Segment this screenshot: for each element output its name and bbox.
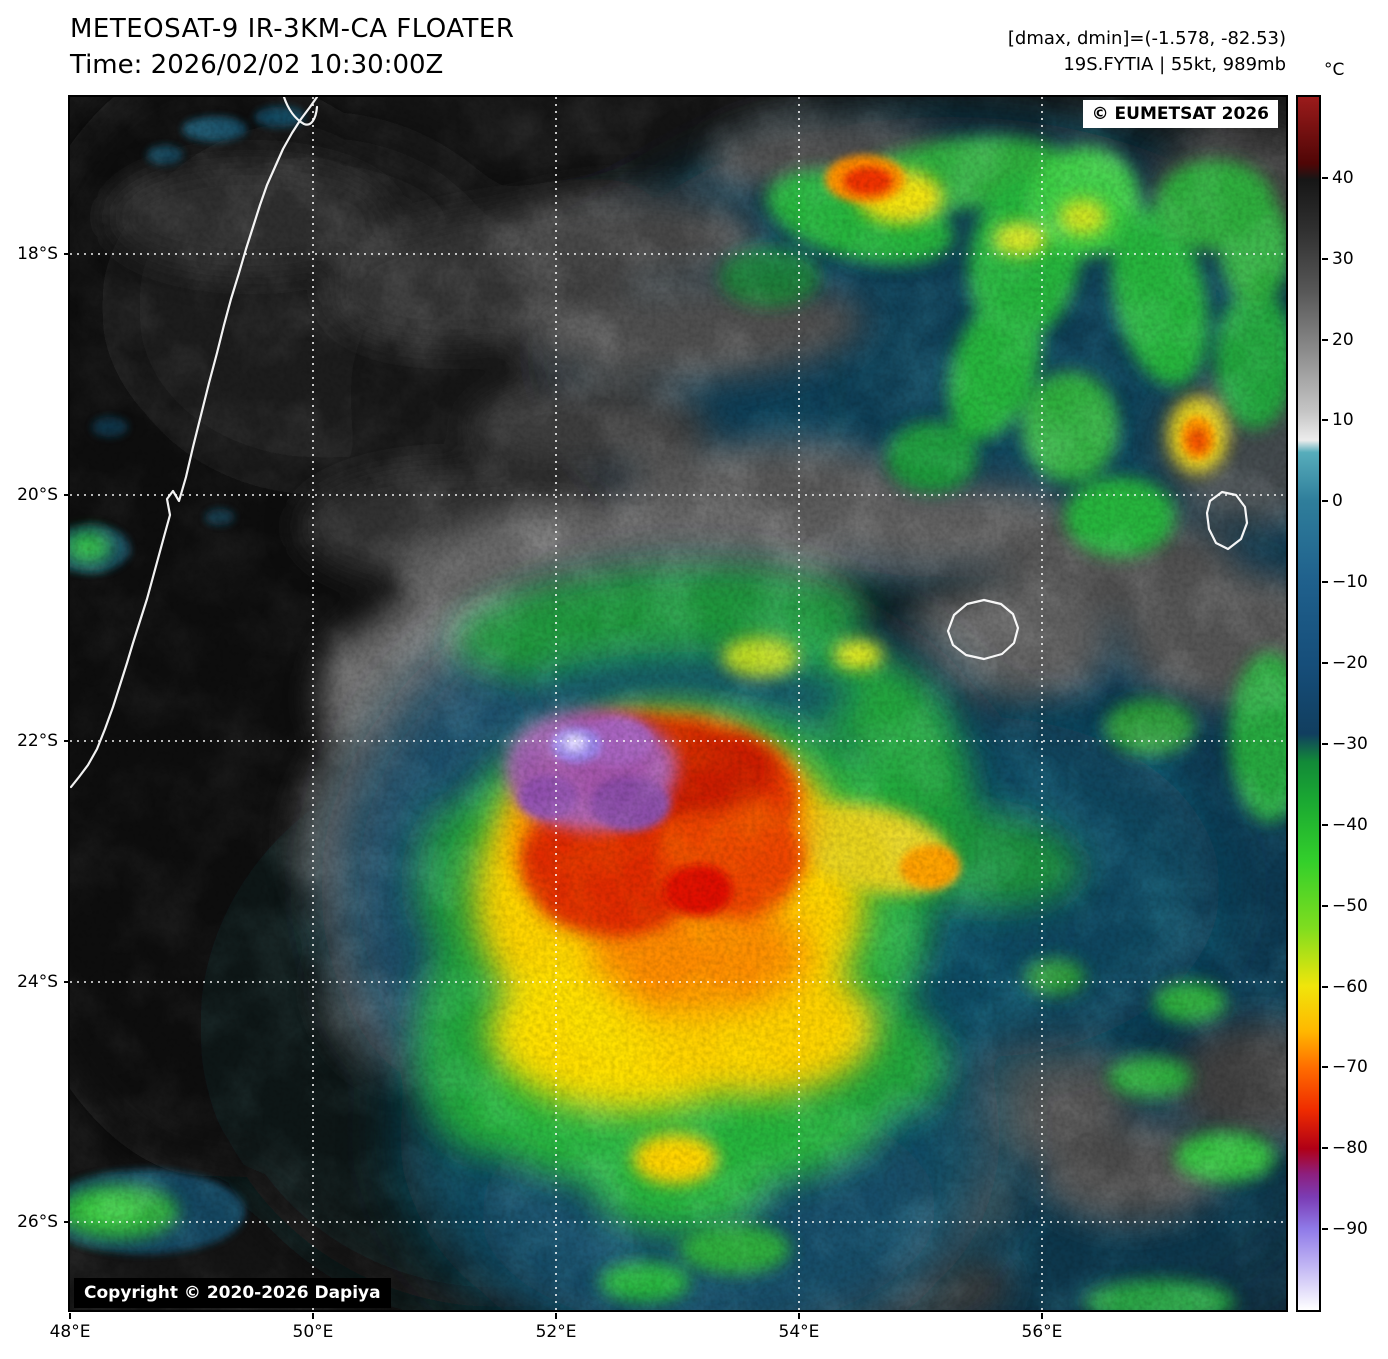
colorbar-tick [1322,500,1328,503]
coastlines [70,97,1249,789]
copyright-badge: Copyright © 2020-2026 Dapiya [74,1278,391,1308]
colorbar-tick [1322,176,1328,179]
lon-axis: 48°E 50°E 52°E 54°E 56°E [50,1313,1286,1355]
lat-tick [64,1221,70,1224]
colorbar-tick-label: −80 [1332,1138,1368,1159]
colorbar-tick-label: −40 [1332,814,1368,835]
colorbar-tick [1322,904,1328,907]
colorbar-tick-label: −30 [1332,733,1368,754]
lat-tick-label: 18°S [17,243,58,264]
colorbar-tick-label: 40 [1332,167,1354,188]
lat-tick [64,493,70,496]
colorbar-tick [1322,823,1328,826]
lon-tick [69,1313,71,1319]
mauritius-outline [1205,490,1249,551]
colorbar [1296,95,1321,1312]
colorbar-tick-label: 10 [1332,410,1354,431]
lat-tick-label: 24°S [17,972,58,992]
masoala-hook [282,97,319,126]
colorbar-tick [1322,985,1328,988]
lon-tick [311,1313,314,1319]
lon-tick-label: 54°E [778,1322,820,1342]
colorbar-unit-label: °C [1324,60,1345,80]
colorbar-tick-label: −60 [1332,976,1368,997]
lon-tick [555,1313,558,1319]
colorbar-tick-label: −70 [1332,1057,1368,1078]
colorbar-gradient [1298,97,1319,1310]
lat-tick [64,981,70,983]
colorbar-tick-label: −90 [1332,1219,1368,1240]
madagascar-coastline [70,97,319,789]
lon-tick-label: 48°E [49,1322,91,1342]
lat-axis: 18°S 20°S 22°S 24°S 26°S [0,97,70,1310]
lon-tick [1040,1313,1043,1319]
colorbar-tick [1322,1147,1328,1150]
eumetsat-credit-badge: © EUMETSAT 2026 [1082,100,1278,128]
colorbar-tick-label: 20 [1332,329,1354,350]
dmax-dmin-readout: [dmax, dmin]=(-1.578, -82.53) [1007,28,1286,49]
lat-tick-label: 20°S [17,484,58,505]
lat-tick [64,252,70,255]
colorbar-tick-label: −20 [1332,653,1368,674]
reunion-outline [946,598,1020,661]
lat-tick [64,739,70,742]
satellite-map: © EUMETSAT 2026 Copyright © 2020-2026 Da… [68,95,1288,1312]
colorbar-tick [1322,1066,1328,1069]
lon-tick-label: 52°E [535,1322,577,1342]
colorbar-tick [1322,257,1328,260]
colorbar-tick [1322,742,1328,745]
image-timestamp: Time: 2026/02/02 10:30:00Z [70,50,444,80]
colorbar-tick-label: 0 [1332,491,1343,512]
satellite-scene [70,97,1286,1310]
lon-tick-label: 50°E [292,1322,334,1342]
colorbar-tick [1322,662,1328,665]
colorbar-ticks: 40 30 20 10 0 −10 −20 −30 −40 −50 −60 −70 −80 −90 [1322,97,1386,1310]
storm-info-readout: 19S.FYTIA | 55kt, 989mb [1063,54,1286,75]
lat-tick-label: 26°S [17,1212,58,1233]
page-title: METEOSAT-9 IR-3KM-CA FLOATER [70,14,515,44]
colorbar-tick [1322,581,1328,584]
colorbar-tick [1322,419,1328,422]
colorbar-tick [1322,1228,1328,1231]
colorbar-tick-label: −50 [1332,895,1368,916]
colorbar-tick-label: −10 [1332,572,1368,593]
lat-tick-label: 22°S [17,730,58,751]
colorbar-tick-label: 30 [1332,248,1354,269]
lon-tick-label: 56°E [1021,1322,1063,1342]
header-meta: [dmax, dmin]=(-1.578, -82.53) 19S.FYTIA … [1008,26,1286,78]
colorbar-tick [1322,338,1328,341]
lon-tick [797,1313,800,1319]
